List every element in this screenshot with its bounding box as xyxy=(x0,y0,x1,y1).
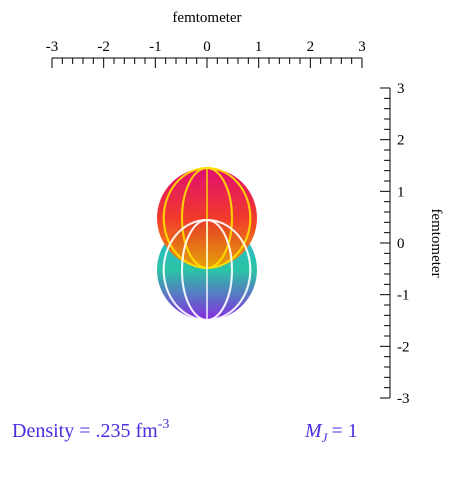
tick-label: 2 xyxy=(307,39,315,55)
tick-label: 3 xyxy=(358,39,366,55)
tick-label: -3 xyxy=(46,39,59,55)
tick-label: 0 xyxy=(203,39,211,55)
mj-caption: MJ = 1 xyxy=(304,420,358,445)
mj-value: = 1 xyxy=(331,420,357,442)
tick-label: 1 xyxy=(397,184,405,200)
tick-label: -3 xyxy=(397,391,410,407)
tick-label: 2 xyxy=(397,133,405,149)
tick-label: 3 xyxy=(397,81,405,97)
density-exponent: -3 xyxy=(158,417,170,432)
tick-label: -1 xyxy=(149,39,162,55)
mj-symbol: M xyxy=(304,420,323,442)
density-surface xyxy=(157,167,257,321)
tick-label: 0 xyxy=(397,236,405,252)
density-caption: Density = .235 fm-3 xyxy=(12,417,169,442)
density-text: Density = .235 fm xyxy=(12,420,158,442)
tick-label: 1 xyxy=(255,39,263,55)
right-axis-title: femtometer xyxy=(428,208,444,277)
stripe xyxy=(162,219,252,321)
mj-subscript: J xyxy=(322,430,329,445)
tick-label: -2 xyxy=(397,339,410,355)
stripe xyxy=(162,167,252,269)
tick-label: -1 xyxy=(397,288,410,304)
top-axis-title: femtometer xyxy=(172,10,241,26)
tick-label: -2 xyxy=(97,39,110,55)
